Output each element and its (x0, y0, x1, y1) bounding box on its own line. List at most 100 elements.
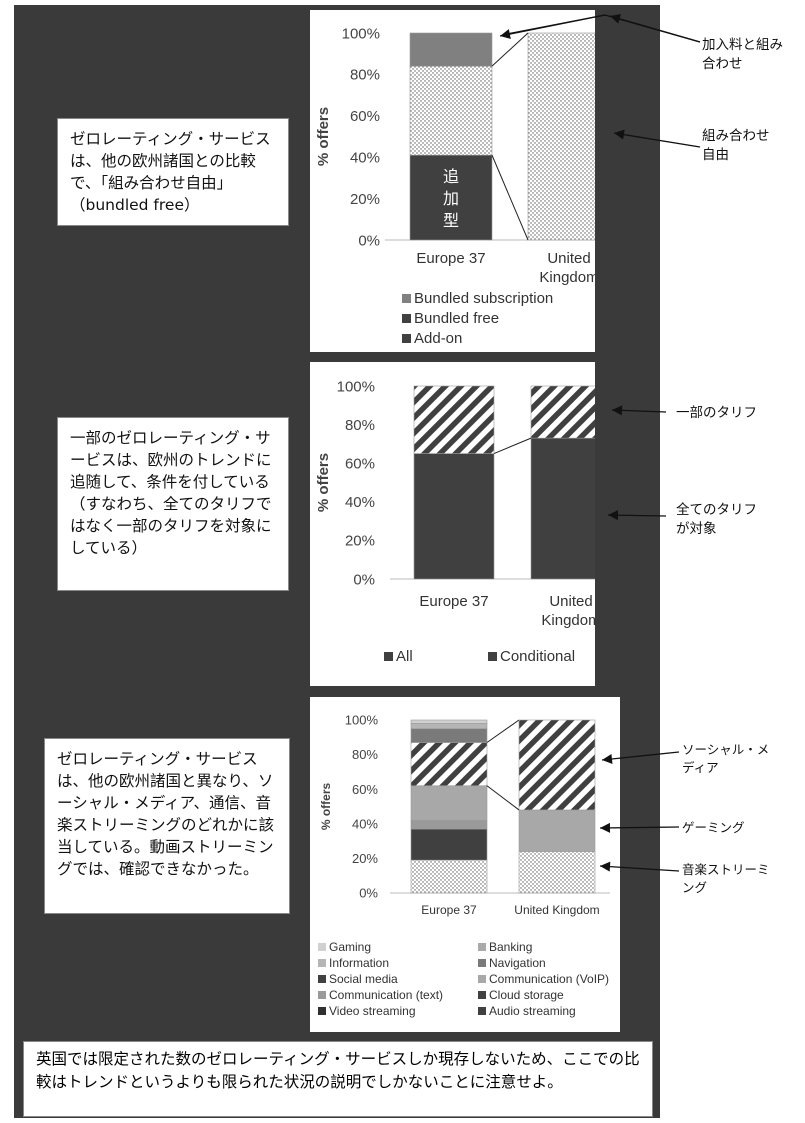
chart1-panel: 0% 20% 40% 60% 80% 100% % offers Europe 37 Unite… (310, 10, 630, 352)
legend-entry-video-streaming: Video streaming (329, 1004, 416, 1018)
bar-segment-bundled-free (409, 65, 493, 156)
legend-swatch (402, 294, 411, 303)
bar-segment-audio-streaming (518, 851, 596, 894)
y-tick-label: 20% (350, 191, 380, 208)
x-category-label: United Kingdom (514, 903, 599, 917)
series-connector-line (486, 719, 520, 743)
bar-segment-social-media (410, 742, 488, 787)
legend-entry-banking: Banking (489, 940, 532, 954)
bar-inline-label: 追 (443, 168, 459, 186)
annotation-social-media-text: ソーシャル・メディア (682, 742, 770, 775)
bar-segment-all (530, 437, 612, 580)
legend-entry-information: Information (329, 956, 389, 970)
y-tick-label: 100% (342, 25, 380, 42)
legend-entry-navigation: Navigation (489, 956, 546, 970)
textbox-bundled-free-text: ゼロレーティング・サービスは、他の欧州諸国との比較で、「組み合わせ自由」（bun… (70, 130, 271, 214)
bottom-note: 英国では限定された数のゼロレーティング・サービスしか現存しないため、ここでの比較… (23, 1041, 653, 1117)
legend-entry-bundled-subscription: Bundled subscription (414, 290, 553, 307)
legend-swatch (478, 959, 486, 967)
y-axis-label: % offers (315, 453, 332, 512)
y-tick-label: 80% (352, 747, 378, 762)
y-tick-label: 100% (345, 713, 379, 728)
legend-entry-all: All (396, 648, 413, 665)
textbox-categories: ゼロレーティング・サービスは、他の欧州諸国と異なり、ソーシャル・メディア、通信、… (44, 738, 290, 914)
legend-swatch (318, 975, 326, 983)
bar-segment-add-on (409, 154, 493, 241)
legend-swatch (318, 943, 326, 951)
x-category-label: Europe 37 (419, 593, 488, 610)
annotation-gaming: ゲーミング (682, 818, 782, 837)
annotation-gaming-text: ゲーミング (682, 820, 745, 835)
bar-segment-social-media (518, 719, 596, 811)
bar-segment-information (410, 723, 488, 729)
annotation-bundled-subscription-text: 加入料と組み合わせ (702, 37, 783, 72)
bar-inline-label: 型 (443, 212, 459, 230)
legend-entry-conditional: Conditional (500, 648, 575, 665)
y-tick-label: 80% (345, 417, 375, 434)
legend-swatch (318, 959, 326, 967)
annotation-bundled-free: 組み合わせ自由 (702, 127, 772, 165)
textbox-categories-text: ゼロレーティング・サービスは、他の欧州諸国と異なり、ソーシャル・メディア、通信、… (57, 750, 275, 878)
bar-segment-communication-text (410, 820, 488, 830)
legend-swatch (318, 991, 326, 999)
y-tick-label: 100% (337, 378, 375, 395)
y-tick-label: 60% (345, 455, 375, 472)
y-tick-label: 40% (345, 494, 375, 511)
legend-swatch (478, 1007, 486, 1015)
x-category-label: Kingdom (541, 612, 595, 629)
annotation-all-tariffs-text: 全てのタリフが対象 (676, 502, 757, 537)
bar-segment-communication-voip (518, 809, 596, 852)
legend-entry-audio-streaming: Audio streaming (489, 1004, 576, 1018)
legend-swatch (402, 314, 411, 323)
y-tick-label: 0% (353, 571, 375, 588)
y-tick-label: 0% (358, 232, 380, 249)
bar-segment-audio-streaming (410, 859, 488, 894)
x-category-label: Kingdom (539, 269, 595, 286)
legend-swatch (478, 943, 486, 951)
annotation-bundled-free-text: 組み合わせ自由 (702, 128, 770, 163)
x-category-label: Europe 37 (421, 903, 477, 917)
y-tick-label: 80% (350, 67, 380, 84)
bar-segment-cloud-storage (410, 828, 488, 861)
series-connector-line (493, 437, 532, 455)
legend-swatch (478, 975, 486, 983)
bar-inline-label: 加 (443, 190, 459, 208)
bar-segment-navigation (410, 728, 488, 743)
y-axis-label: % offers (319, 783, 333, 831)
y-tick-label: 40% (350, 149, 380, 166)
x-category-label: United (549, 593, 592, 610)
legend-swatch (402, 334, 411, 343)
bar-segment-communication-voip (410, 785, 488, 821)
annotation-all-tariffs: 全てのタリフが対象 (676, 501, 766, 539)
series-connector-line (491, 32, 529, 67)
bar-segment-bundled-free (527, 32, 611, 241)
legend-entry-social-media: Social media (329, 972, 398, 986)
bar-segment-bundled-subscription (409, 32, 493, 67)
legend-swatch (488, 652, 497, 661)
annotation-music-streaming: 音楽ストリーミング (682, 861, 772, 897)
legend-entry-gaming: Gaming (329, 940, 371, 954)
chart1-svg: 0% 20% 40% 60% 80% 100% % offers Europe 37 Unite… (315, 25, 630, 347)
textbox-conditional-text: 一部のゼロレーティング・サービスは、欧州のトレンドに追随して、条件を付している（… (70, 429, 272, 557)
y-tick-label: 60% (352, 782, 378, 797)
x-category-label: United (547, 250, 590, 267)
y-axis-label: % offers (315, 107, 332, 166)
textbox-bundled-free: ゼロレーティング・サービスは、他の欧州諸国との比較で、「組み合わせ自由」（bun… (57, 118, 289, 226)
textbox-conditional: 一部のゼロレーティング・サービスは、欧州のトレンドに追随して、条件を付している（… (57, 417, 289, 591)
y-tick-label: 0% (359, 886, 378, 901)
legend-entry-add-on: Add-on (414, 330, 462, 347)
legend-entry-communication-voip: Communication (VoIP) (489, 972, 609, 986)
legend-entry-cloud-storage: Cloud storage (489, 988, 564, 1002)
bar-segment-all (413, 453, 495, 580)
chart3-svg: 0% 20% 40% 60% 80% 100% % offers Europe 37 Unite… (318, 713, 610, 1018)
y-tick-label: 20% (345, 533, 375, 550)
legend-entry-bundled-free: Bundled free (414, 310, 499, 327)
annotation-conditional: 一部のタリフ (676, 404, 786, 423)
legend-swatch (318, 1007, 326, 1015)
y-tick-label: 40% (352, 816, 378, 831)
bar-segment-conditional (530, 385, 612, 439)
series-connector-line (491, 154, 529, 241)
legend-swatch (384, 652, 393, 661)
chart3-panel: 0% 20% 40% 60% 80% 100% % offers Europe 37 Unite… (310, 697, 620, 1032)
